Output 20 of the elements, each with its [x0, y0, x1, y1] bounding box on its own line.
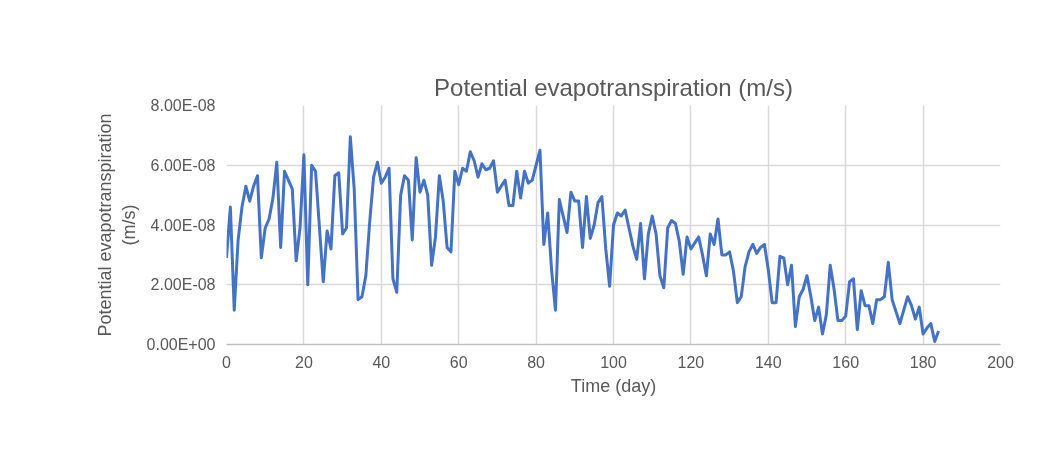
y-tick-label: 4.00E-08: [150, 216, 216, 234]
line-series: [226, 135, 941, 344]
y-tick-label: 8.00E-08: [150, 97, 216, 114]
x-tick-label: 120: [677, 353, 705, 371]
x-tick-label: 40: [372, 353, 391, 371]
x-tick-label: 140: [754, 353, 782, 371]
x-tick-label: 200: [987, 353, 1014, 371]
y-tick-label: 2.00E-08: [150, 276, 216, 294]
x-axis-title: Time (day): [570, 375, 657, 396]
y-tick-label: 0.00E+00: [146, 336, 216, 353]
x-tick-label: 20: [295, 353, 313, 371]
y-axis-title: Potential evapotranspiration (m/s): [94, 113, 139, 337]
y-tick-label: 6.00E-08: [150, 156, 216, 174]
x-tick-label: 160: [832, 353, 860, 371]
x-tick-label: 60: [449, 353, 468, 371]
x-tick-label: 100: [600, 353, 627, 371]
chart-title: Potential evapotranspiration (m/s): [434, 73, 793, 101]
x-tick-label: 180: [909, 353, 937, 371]
x-tick-label: 0: [222, 353, 232, 371]
x-tick-label: 80: [527, 353, 546, 371]
